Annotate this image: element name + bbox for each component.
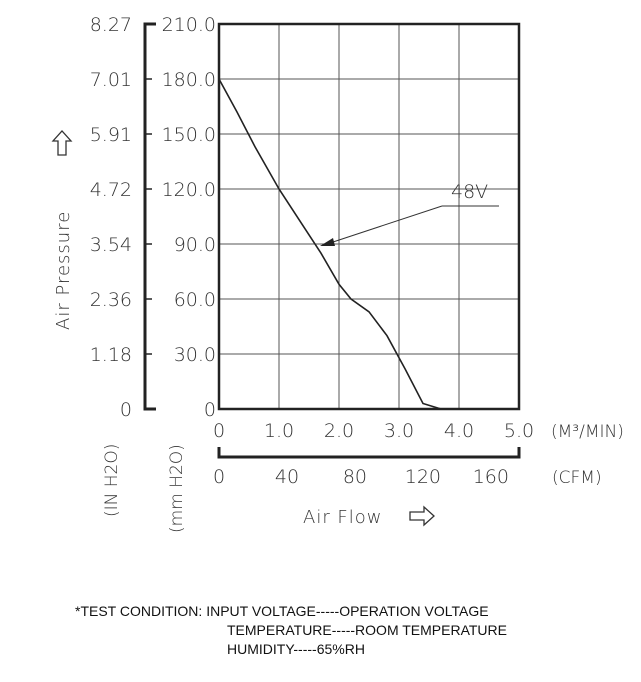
y-tick-label-mm: 30.0 (174, 344, 216, 366)
y-tick-label-mm: 60.0 (174, 289, 216, 311)
curve-48v (218, 78, 442, 410)
x-tick-label: 0 (213, 420, 225, 442)
test-condition-line1: INPUT VOLTAGE-----OPERATION VOLTAGE (206, 603, 489, 619)
test-condition-note: *TEST CONDITION: INPUT VOLTAGE-----OPERA… (75, 602, 507, 659)
x2-unit-label: (CFM) (552, 468, 602, 488)
x2-tick-label: 160 (473, 466, 509, 488)
chart-grid (219, 24, 519, 409)
x-tick-label: 5.0 (504, 420, 534, 442)
y-tick-label-in: 4.72 (90, 179, 132, 201)
y-tick-label-mm: 120.0 (162, 179, 216, 201)
y-axis-title: Air Pressure (53, 211, 74, 330)
x-axis-title: Air Flow (303, 507, 383, 528)
y-tick-label-mm: 150.0 (162, 124, 216, 146)
y-tick-label-mm: 90.0 (174, 234, 216, 256)
x-tick-label: 1.0 (264, 420, 294, 442)
y-axis-arrow-icon (51, 130, 73, 156)
y-tick-label-mm: 0 (204, 399, 216, 421)
y-unit-inh2o: (IN H2O) (102, 444, 122, 517)
y-tick-label-in: 5.91 (90, 124, 132, 146)
x-tick-label: 3.0 (384, 420, 414, 442)
y-tick-label-in: 7.01 (90, 69, 132, 91)
x2-tick-label: 40 (275, 466, 299, 488)
y-tick-label-in: 2.36 (90, 289, 132, 311)
y-unit-mmh2o: (mm H2O) (167, 444, 187, 533)
callout-arrowhead (320, 238, 335, 246)
y-tick-label-in: 8.27 (90, 14, 132, 36)
test-condition-line2: TEMPERATURE-----ROOM TEMPERATURE (227, 622, 507, 638)
x-tick-label: 4.0 (444, 420, 474, 442)
x2-tick-label: 80 (343, 466, 367, 488)
series-label-48v: 48V (451, 181, 488, 203)
x2-tick-label: 120 (405, 466, 441, 488)
plot-frame (217, 22, 521, 411)
y-tick-label-mm: 180.0 (162, 69, 216, 91)
pq-curve-chart: 0030.01.1860.02.3690.03.54120.04.72150.0… (51, 14, 624, 533)
x-tick-label: 2.0 (324, 420, 354, 442)
test-condition-label: *TEST CONDITION: (75, 603, 203, 619)
pressure-axis-bracket (143, 22, 156, 411)
x-axis-arrow-icon (409, 505, 435, 527)
y-tick-label-mm: 210.0 (162, 14, 216, 36)
y-tick-label-in: 3.54 (90, 234, 132, 256)
x2-tick-label: 0 (213, 466, 225, 488)
cfm-axis-bar (217, 447, 521, 459)
test-condition-line3: HUMIDITY-----65%RH (227, 641, 365, 657)
y-tick-label-in: 0 (120, 399, 132, 421)
x-unit-label: (M³/MIN) (551, 422, 624, 442)
callout-leader (329, 205, 443, 244)
y-tick-label-in: 1.18 (90, 344, 132, 366)
